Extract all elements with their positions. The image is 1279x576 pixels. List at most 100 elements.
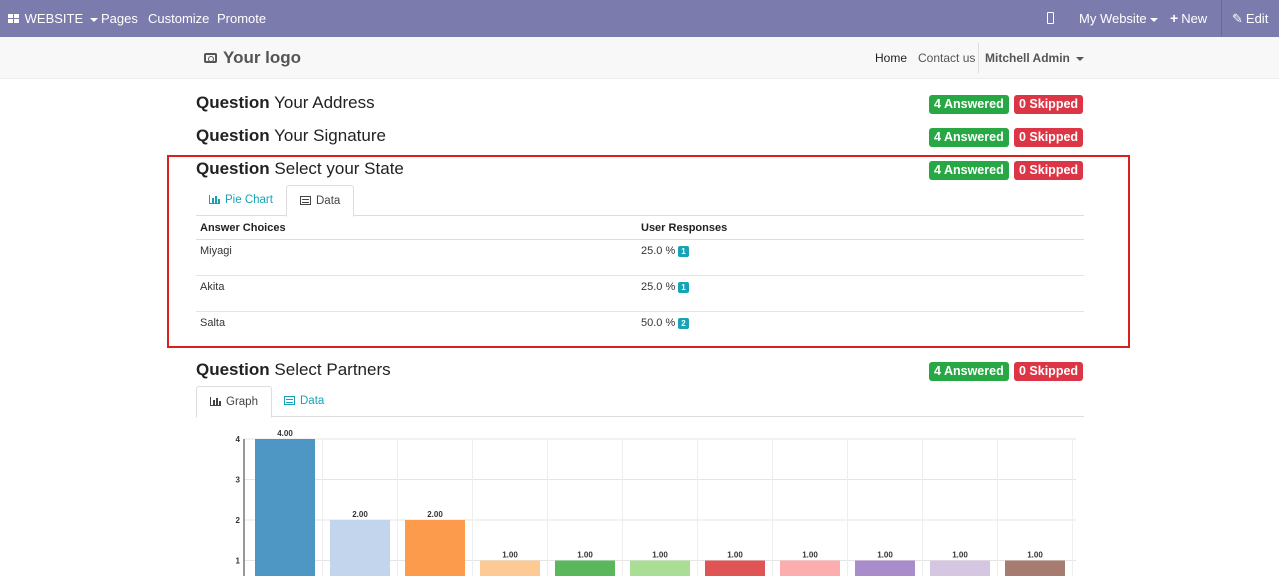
new-button[interactable]: + New	[1170, 0, 1207, 37]
answer-choice: Salta	[200, 316, 226, 329]
bar-value-label: 1.00	[802, 551, 818, 560]
bar-value-label: 1.00	[577, 551, 593, 560]
new-label: New	[1181, 11, 1208, 26]
question-text: Select Partners	[274, 360, 391, 379]
answered-badge: 4 Answered	[929, 128, 1009, 147]
bar-chart-icon	[209, 195, 220, 204]
question-prefix: Question	[196, 93, 270, 112]
response-percent: 50.0 %	[641, 316, 676, 329]
skipped-badge: 0 Skipped	[1014, 161, 1084, 180]
plus-icon: +	[1170, 10, 1179, 26]
table-row: Akita 25.0 % 1	[196, 275, 1084, 312]
bar	[930, 560, 990, 576]
bar-value-label: 1.00	[652, 551, 668, 560]
response-count-badge: 1	[678, 281, 689, 293]
tab-pie-chart[interactable]: Pie Chart	[196, 185, 286, 216]
site-logo[interactable]: Your logo	[204, 48, 301, 68]
bar	[255, 439, 315, 576]
bar	[855, 560, 915, 576]
answer-choice: Miyagi	[196, 239, 637, 276]
chevron-down-icon	[1075, 56, 1084, 61]
user-name: Mitchell Admin	[985, 51, 1070, 65]
tab-label: Graph	[226, 396, 258, 408]
apps-grid-icon	[8, 1, 19, 23]
bar-value-label: 1.00	[1027, 551, 1043, 560]
bar-value-label: 1.00	[502, 551, 518, 560]
bar	[330, 520, 390, 576]
chevron-down-icon	[89, 17, 98, 22]
bar-chart-icon	[210, 397, 221, 406]
user-response: 50.0 % 2	[637, 311, 1084, 347]
mobile-icon	[1047, 12, 1054, 24]
question-title: Question Select your State	[196, 159, 404, 179]
nav-home[interactable]: Home	[875, 51, 908, 65]
bar	[555, 560, 615, 576]
bar	[705, 560, 765, 576]
y-tick-label: 1	[236, 557, 241, 566]
tab-label: Pie Chart	[225, 194, 273, 206]
nav-divider	[978, 43, 979, 73]
chevron-down-icon	[1149, 17, 1158, 22]
column-header: User Responses	[637, 217, 1084, 240]
edit-button[interactable]: ✎ Edit	[1232, 0, 1268, 37]
tab-label: Data	[300, 395, 325, 407]
admin-topbar: WEBSITE Pages Customize Promote My Websi…	[0, 0, 1279, 37]
question-prefix: Question	[196, 360, 270, 379]
logo-text: Your logo	[223, 48, 302, 67]
bar-value-label: 1.00	[952, 551, 968, 560]
tab-graph[interactable]: Graph	[196, 386, 272, 418]
answered-badge: 4 Answered	[929, 161, 1009, 180]
bar-value-label: 1.00	[727, 551, 743, 560]
tab-data[interactable]: Data	[271, 386, 337, 417]
bar-value-label: 2.00	[427, 510, 443, 519]
bar	[405, 520, 465, 576]
bar-value-label: 4.00	[277, 429, 293, 438]
customize-menu[interactable]: Customize	[148, 11, 210, 26]
table-header-row: Answer Choices User Responses	[196, 217, 1084, 240]
table-row: Salta 50.0 % 2	[196, 311, 1084, 347]
question-text: Your Signature	[274, 126, 386, 145]
skipped-badge: 0 Skipped	[1014, 128, 1084, 147]
my-website-menu[interactable]: My Website	[1079, 0, 1158, 37]
answered-badge: 4 Answered	[929, 95, 1009, 114]
edit-label: Edit	[1245, 11, 1269, 26]
tab-data[interactable]: Data	[286, 185, 355, 217]
y-tick-label: 4	[236, 435, 241, 444]
question-title: Question Your Signature	[196, 126, 386, 146]
promote-menu[interactable]: Promote	[217, 11, 267, 26]
nav-contact[interactable]: Contact us	[918, 51, 976, 65]
website-menu[interactable]: WEBSITE	[8, 0, 98, 37]
question-tabs: Pie Chart Data	[196, 185, 1084, 217]
pencil-icon: ✎	[1232, 11, 1243, 26]
tab-label: Data	[316, 195, 341, 207]
highlight-box	[167, 155, 1130, 348]
table-icon	[300, 196, 311, 205]
topbar-divider	[1221, 0, 1222, 37]
question-text: Your Address	[274, 93, 375, 112]
responses-table: Answer Choices User Responses Miyagi 25.…	[196, 217, 1084, 347]
table-icon	[284, 396, 295, 405]
bar	[780, 560, 840, 576]
y-tick-label: 3	[236, 476, 241, 485]
skipped-badge: 0 Skipped	[1014, 362, 1084, 381]
mobile-preview-button[interactable]	[1047, 0, 1054, 37]
response-count-badge: 2	[678, 317, 689, 329]
bar-value-label: 2.00	[352, 510, 368, 519]
question-tabs: Graph Data	[196, 386, 1084, 418]
response-count-badge: 1	[678, 245, 689, 257]
answered-badge: 4 Answered	[929, 362, 1009, 381]
column-header: Answer Choices	[196, 217, 637, 240]
user-menu[interactable]: Mitchell Admin	[985, 37, 1084, 79]
site-header: Your logo Home Contact us Mitchell Admin	[0, 37, 1279, 79]
partners-bar-chart: 1 2 3 4 4.00 2.00 2.00 1.00 1.00 1.00 1.00 1.00 1.00…	[236, 429, 1076, 576]
skipped-badge: 0 Skipped	[1014, 95, 1084, 114]
pages-menu[interactable]: Pages	[101, 11, 138, 26]
bar	[480, 560, 540, 576]
bar	[1005, 560, 1065, 576]
answer-choice: Akita	[196, 275, 637, 312]
response-percent: 25.0 %	[641, 280, 676, 293]
website-menu-label: WEBSITE	[24, 11, 84, 26]
question-text: Select your State	[274, 159, 404, 178]
question-title: Question Your Address	[196, 93, 375, 113]
y-tick-label: 2	[236, 516, 241, 525]
